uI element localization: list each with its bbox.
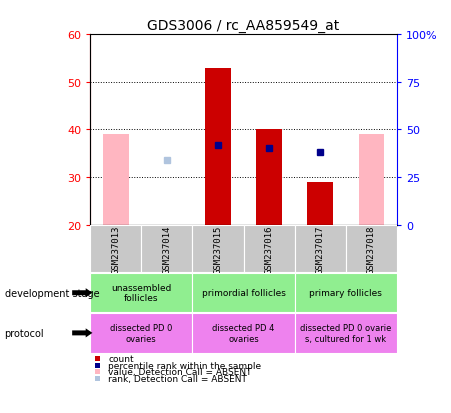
Text: count: count [108, 354, 134, 363]
Bar [141, 225, 193, 273]
Text: unassembled
follicles: unassembled follicles [111, 283, 171, 303]
Text: dissected PD 4
ovaries: dissected PD 4 ovaries [212, 323, 275, 343]
Text: GSM237014: GSM237014 [162, 225, 171, 273]
Text: development stage: development stage [5, 288, 99, 298]
Text: GSM237018: GSM237018 [367, 225, 376, 273]
Bar [359, 135, 384, 225]
Title: GDS3006 / rc_AA859549_at: GDS3006 / rc_AA859549_at [147, 19, 340, 33]
Text: value, Detection Call = ABSENT: value, Detection Call = ABSENT [108, 368, 252, 376]
Bar [90, 313, 193, 353]
Text: primordial follicles: primordial follicles [202, 289, 285, 297]
Bar [308, 183, 333, 225]
Text: protocol: protocol [5, 328, 44, 338]
Text: dissected PD 0 ovarie
s, cultured for 1 wk: dissected PD 0 ovarie s, cultured for 1 … [300, 323, 391, 343]
Bar [193, 313, 295, 353]
Text: GSM237016: GSM237016 [265, 225, 274, 273]
Bar [295, 225, 346, 273]
Text: GSM237017: GSM237017 [316, 225, 325, 273]
Bar [295, 273, 397, 313]
Text: rank, Detection Call = ABSENT: rank, Detection Call = ABSENT [108, 374, 247, 383]
Bar [346, 225, 397, 273]
Text: GSM237013: GSM237013 [111, 225, 120, 273]
Bar [244, 225, 295, 273]
Bar [193, 225, 244, 273]
Bar [90, 225, 141, 273]
Bar [256, 130, 282, 225]
Bar [90, 273, 193, 313]
Text: primary follicles: primary follicles [309, 289, 382, 297]
Text: percentile rank within the sample: percentile rank within the sample [108, 361, 262, 370]
Bar [295, 313, 397, 353]
Text: GSM237015: GSM237015 [213, 225, 222, 273]
Text: dissected PD 0
ovaries: dissected PD 0 ovaries [110, 323, 172, 343]
Bar [193, 273, 295, 313]
Bar [103, 135, 129, 225]
Bar [205, 68, 231, 225]
